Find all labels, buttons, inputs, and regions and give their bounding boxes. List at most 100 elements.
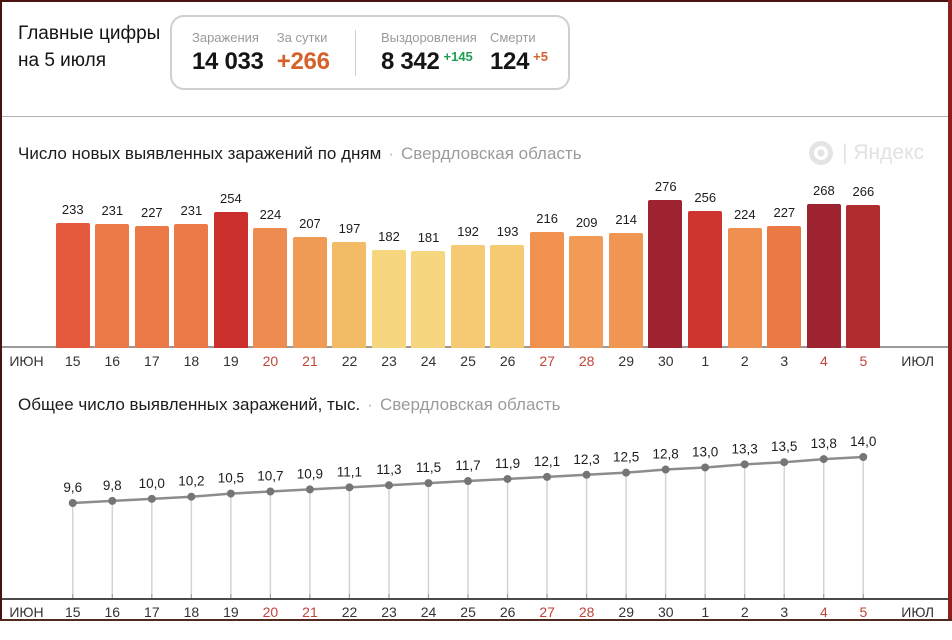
line-chart-title: Общее число выявленных заражений, тыс. · С…: [18, 395, 561, 415]
line-point-21: [305, 485, 314, 494]
line-point-label: 10,9: [297, 466, 323, 481]
bar-chart-title: Число новых выявленных заражений по дням…: [18, 144, 582, 164]
day-label-3: 3: [780, 604, 789, 620]
line-point-label: 13,5: [771, 439, 797, 454]
bar-29: [608, 233, 643, 348]
day-label-26: 26: [499, 353, 516, 369]
day-label-30: 30: [657, 353, 674, 369]
line-point-3: [780, 458, 789, 467]
key-figures-card: Заражения 14 033 За сутки +266 Выздоровл…: [170, 15, 570, 90]
line-point-30: [661, 465, 670, 474]
bar-value-label: 268: [813, 183, 835, 198]
stat-recoveries: Выздоровления 8 342 +145: [381, 30, 477, 76]
day-label-24: 24: [420, 353, 437, 369]
line-point-26: [503, 474, 512, 483]
line-point-label: 10,2: [178, 474, 204, 489]
stat-deaths: Смерти 124 +5: [490, 30, 548, 76]
day-label-22: 22: [341, 353, 358, 369]
day-label-29: 29: [618, 353, 634, 369]
bar-value-label: 231: [101, 203, 124, 218]
day-label-15: 15: [64, 604, 81, 620]
bar-column-29: 214: [606, 196, 646, 348]
page-title-line2: на 5 июля: [18, 50, 107, 71]
stat-recoveries-value: 8 342: [380, 47, 440, 75]
line-point-4: [819, 455, 828, 464]
yandex-logo[interactable]: | Яндекс: [808, 140, 924, 166]
day-label-1: 1: [701, 604, 710, 620]
bar-23: [371, 250, 406, 348]
bar-19: [213, 212, 248, 348]
bar-value-label: 256: [694, 190, 717, 205]
day-label-18: 18: [183, 353, 200, 369]
day-label-15: 15: [64, 353, 81, 369]
day-label-4: 4: [819, 604, 828, 620]
bar-value-label: 192: [457, 224, 479, 239]
day-label-2: 2: [740, 353, 749, 369]
line-point-24: [424, 479, 433, 488]
bar-column-25: 192: [448, 196, 488, 348]
bar-column-26: 193: [488, 196, 528, 348]
line-point-label: 13,3: [732, 441, 758, 456]
stat-recoveries-label: Выздоровления: [380, 29, 477, 45]
day-label-22: 22: [341, 604, 358, 620]
yandex-logo-icon: [809, 141, 834, 165]
line-point-19: [226, 489, 235, 498]
bar-value-label: 227: [140, 205, 163, 220]
bar-column-3: 227: [765, 196, 805, 348]
page-title-line1: Главные цифры: [18, 23, 161, 44]
bar-chart-region: Свердловская область: [400, 144, 582, 163]
bar-17: [134, 226, 169, 348]
bar-value-label: 193: [496, 224, 519, 239]
day-label-23: 23: [381, 353, 397, 369]
line-point-29: [622, 468, 631, 477]
month-label-jun: ИЮН: [9, 353, 44, 369]
day-label-21: 21: [302, 604, 318, 620]
line-chart-region: Свердловская область: [379, 395, 561, 414]
bar-value-label: 231: [180, 203, 203, 218]
month-label-jul: ИЮЛ: [901, 604, 935, 620]
month-label-jul: ИЮЛ: [901, 353, 935, 369]
bar-column-21: 207: [290, 196, 330, 348]
day-label-25: 25: [460, 604, 476, 620]
line-point-label: 11,3: [376, 462, 401, 477]
bar-4: [806, 204, 841, 348]
bar-value-label: 227: [773, 205, 796, 220]
day-label-28: 28: [578, 353, 595, 369]
line-point-27: [543, 472, 552, 481]
line-point-label: 14,0: [850, 434, 876, 449]
line-point-label: 13,8: [811, 436, 837, 451]
day-label-25: 25: [460, 353, 476, 369]
stat-recoveries-delta: +145: [443, 48, 473, 64]
line-point-label: 9,6: [63, 480, 82, 495]
bar-value-label: 276: [654, 179, 677, 194]
frame-edge-right: [948, 0, 952, 621]
bar-column-28: 209: [567, 196, 607, 348]
line-chart-title-text: Общее число выявленных заражений, тыс.: [18, 395, 361, 414]
bar-16: [95, 224, 130, 348]
bar-column-1: 256: [686, 190, 726, 348]
line-point-17: [147, 494, 156, 503]
line-point-label: 10,5: [218, 471, 244, 486]
bar-5: [846, 205, 881, 348]
bar-value-label: 224: [259, 207, 282, 222]
line-point-label: 10,0: [139, 476, 165, 491]
bar-column-24: 181: [409, 196, 449, 348]
bar-22: [332, 242, 367, 348]
day-label-20: 20: [262, 353, 279, 369]
bar-value-label: 181: [417, 230, 440, 245]
day-label-18: 18: [183, 604, 200, 620]
day-label-24: 24: [420, 604, 437, 620]
day-label-17: 17: [144, 353, 160, 369]
day-label-30: 30: [657, 604, 674, 620]
line-point-16: [108, 496, 117, 505]
line-chart-day-labels: ИЮН 15 16 17 18 19 20 21 22 23 24 25 26 27 28 29 30 1 2 3 4 5…: [0, 604, 952, 622]
bar-column-2: 224: [725, 196, 765, 348]
line-point-22: [345, 483, 354, 492]
line-point-15: [68, 499, 77, 507]
stat-infections: Заражения 14 033: [192, 30, 264, 76]
day-label-23: 23: [381, 604, 397, 620]
line-point-5: [859, 453, 868, 461]
day-label-3: 3: [780, 353, 789, 369]
frame-edge-top: [0, 0, 952, 2]
